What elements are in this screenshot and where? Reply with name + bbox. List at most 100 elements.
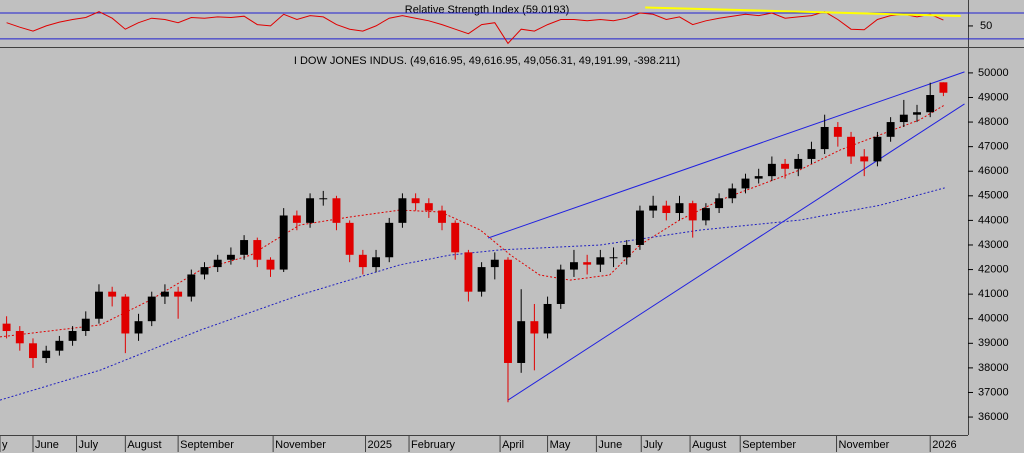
candle-body bbox=[939, 82, 948, 93]
candle-body bbox=[754, 176, 763, 179]
candle-body bbox=[833, 126, 842, 137]
candle-body bbox=[266, 259, 275, 270]
trendline bbox=[507, 103, 965, 401]
candle-body bbox=[741, 178, 750, 189]
candle-body bbox=[635, 210, 644, 245]
candle-body bbox=[121, 296, 130, 334]
candle-body bbox=[794, 158, 803, 169]
candle-body bbox=[160, 291, 169, 297]
candle-body bbox=[530, 321, 539, 334]
candle-body bbox=[820, 126, 829, 150]
x-tick-label: June bbox=[35, 439, 59, 451]
y-tick-label: 47000 bbox=[978, 141, 1009, 153]
y-tick-label: 45000 bbox=[978, 190, 1009, 202]
candle-body bbox=[662, 205, 671, 214]
rsi-line bbox=[6, 11, 944, 45]
x-tick-label: July bbox=[79, 439, 99, 451]
rsi-trendline bbox=[645, 6, 961, 17]
candle-body bbox=[715, 198, 724, 209]
candle-body bbox=[385, 222, 394, 258]
candle-body bbox=[609, 257, 618, 259]
candle-body bbox=[81, 318, 90, 332]
x-tick-label: June bbox=[598, 439, 622, 451]
candle-body bbox=[332, 198, 341, 223]
candle-body bbox=[398, 198, 407, 223]
x-tick-label: August bbox=[692, 439, 726, 451]
candle-body bbox=[451, 222, 460, 253]
candle-body bbox=[781, 163, 790, 169]
candle-body bbox=[411, 198, 420, 204]
candle-body bbox=[306, 198, 315, 223]
y-tick-label: 50000 bbox=[978, 67, 1009, 79]
candle-body bbox=[556, 269, 565, 304]
y-tick-label: 48000 bbox=[978, 116, 1009, 128]
y-tick-label: 44000 bbox=[978, 214, 1009, 226]
candle-body bbox=[688, 203, 697, 221]
x-tick-label: November bbox=[839, 439, 890, 451]
y-tick-label: 49000 bbox=[978, 91, 1009, 103]
y-tick-label: 42000 bbox=[978, 263, 1009, 275]
candle-body bbox=[253, 240, 262, 260]
candle-body bbox=[42, 350, 51, 359]
candle-body bbox=[517, 321, 526, 363]
candle-body bbox=[200, 267, 209, 275]
candle-body bbox=[728, 188, 737, 199]
candle-body bbox=[2, 323, 11, 332]
x-tick-label: y bbox=[2, 439, 8, 451]
candle-body bbox=[570, 262, 578, 270]
price-title: I DOW JONES INDUS. (49,616.95, 49,616.95… bbox=[294, 55, 680, 67]
trendline bbox=[488, 71, 965, 239]
x-tick-label: September bbox=[180, 439, 234, 451]
candle-body bbox=[649, 205, 658, 211]
candle-body bbox=[807, 149, 816, 159]
candle-body bbox=[886, 122, 895, 137]
moving-average bbox=[0, 104, 945, 338]
x-tick-label: May bbox=[550, 439, 571, 451]
y-tick-label: 40000 bbox=[978, 313, 1009, 325]
y-tick-label: 50 bbox=[980, 20, 992, 32]
candle-body bbox=[504, 259, 512, 363]
y-tick-label: 46000 bbox=[978, 165, 1009, 177]
candle-body bbox=[543, 303, 552, 334]
y-tick-label: 43000 bbox=[978, 239, 1009, 251]
x-tick-label: July bbox=[643, 439, 663, 451]
candle-body bbox=[55, 340, 64, 351]
candle-body bbox=[372, 257, 380, 268]
candle-body bbox=[147, 296, 156, 322]
candle-body bbox=[767, 163, 776, 177]
candle-body bbox=[583, 262, 592, 265]
candle-body bbox=[596, 257, 605, 265]
candle-body bbox=[345, 222, 354, 255]
y-tick-label: 37000 bbox=[978, 386, 1009, 398]
candle-body bbox=[213, 259, 222, 268]
candle-body bbox=[622, 244, 631, 258]
candle-body bbox=[187, 274, 196, 297]
candle-body bbox=[68, 331, 77, 341]
x-tick-label: 2025 bbox=[367, 439, 391, 451]
candle-body bbox=[108, 291, 117, 297]
candle-body bbox=[226, 254, 235, 260]
x-tick-label: 2026 bbox=[932, 439, 956, 451]
candle-body bbox=[174, 291, 183, 297]
x-tick-label: April bbox=[502, 439, 524, 451]
candle-body bbox=[279, 215, 288, 270]
candle-body bbox=[134, 321, 143, 334]
x-tick-label: September bbox=[742, 439, 796, 451]
candle-body bbox=[29, 343, 37, 359]
candle-body bbox=[319, 198, 328, 200]
candle-body bbox=[95, 291, 103, 319]
candle-body bbox=[490, 259, 499, 268]
candle-body bbox=[860, 156, 869, 162]
y-tick-label: 36000 bbox=[978, 411, 1009, 423]
candle-body bbox=[913, 112, 921, 115]
candle-body bbox=[292, 215, 301, 223]
candle-body bbox=[675, 203, 684, 214]
candle-body bbox=[873, 136, 882, 162]
x-tick-label: February bbox=[411, 439, 456, 451]
y-tick-label: 41000 bbox=[978, 288, 1009, 300]
candle-body bbox=[464, 252, 473, 292]
candle-body bbox=[701, 208, 710, 221]
